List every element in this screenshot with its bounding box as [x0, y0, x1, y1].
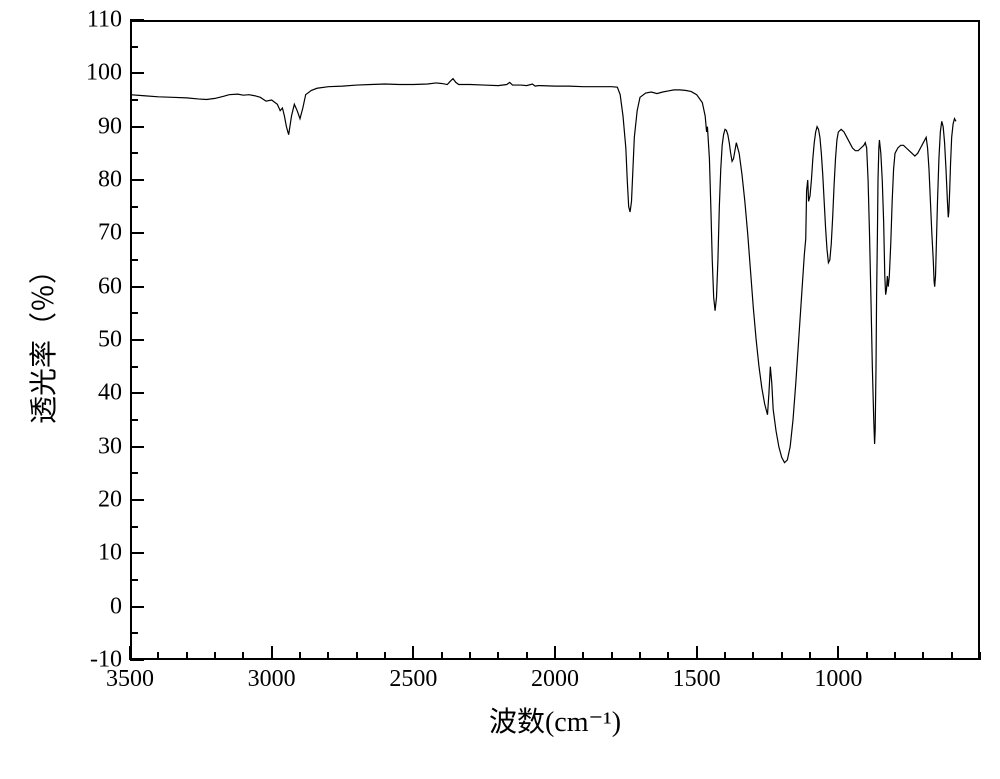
spectrum-line	[0, 0, 1000, 779]
ir-spectrum-chart: 透光率（％） 波数(cm⁻¹) 100015002000250030003500…	[0, 0, 1000, 779]
